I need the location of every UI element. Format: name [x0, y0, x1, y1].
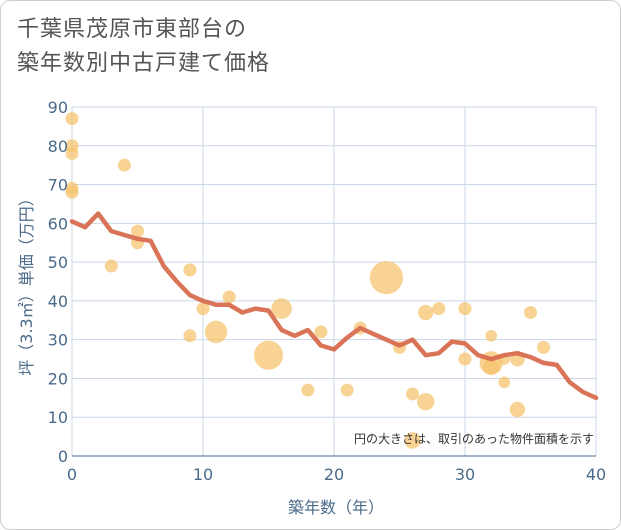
bubble-point — [183, 263, 197, 277]
bubble-point — [301, 383, 315, 397]
chart-title: 千葉県茂原市東部台の 築年数別中古戸建て価格 — [17, 13, 270, 81]
trend-layer — [69, 211, 599, 401]
y-tick-label: 30 — [48, 331, 68, 350]
x-axis-label: 築年数（年） — [288, 498, 384, 517]
bubble-point — [458, 302, 472, 316]
y-tick-label: 40 — [48, 292, 68, 311]
x-tick-labels: 0 10 20 30 40 — [67, 465, 606, 484]
trend-line — [69, 211, 599, 401]
bubble-point — [340, 383, 354, 397]
x-tick-label: 0 — [67, 465, 77, 484]
bubble-point — [131, 224, 144, 238]
x-tick-label: 10 — [193, 465, 213, 484]
bubble-point — [498, 376, 511, 389]
x-tick-label: 30 — [455, 465, 475, 484]
bubble-point — [524, 306, 537, 320]
y-tick-label: 20 — [48, 369, 68, 388]
bubble-point — [117, 158, 131, 172]
y-tick-label: 90 — [48, 98, 68, 117]
y-tick-label: 10 — [48, 408, 68, 427]
y-tick-labels: 0 10 20 30 40 50 60 70 80 90 — [48, 98, 68, 466]
size-note: 円の大きさは、取引のあった物件面積を示す — [354, 431, 594, 446]
y-tick-label: 80 — [48, 137, 68, 156]
bubble-point — [271, 298, 292, 319]
bubble-point — [509, 401, 526, 418]
bubble-point — [416, 392, 435, 411]
bubble-point — [222, 290, 236, 304]
bubble-point — [537, 340, 551, 354]
bubble-point — [204, 320, 228, 344]
bubble-point — [183, 329, 197, 343]
x-tick-label: 40 — [586, 465, 606, 484]
bubble-point — [406, 387, 420, 401]
y-tick-label: 0 — [58, 447, 68, 466]
y-axis-label: 坪（3.3㎡）単価（万円） — [17, 190, 36, 375]
bubble-point — [404, 432, 421, 449]
bubble-point — [65, 147, 79, 161]
y-tick-label: 50 — [48, 253, 68, 272]
bubble-point — [314, 325, 328, 339]
y-tick-label: 60 — [48, 214, 68, 233]
bubble-point — [196, 302, 210, 316]
bubble-point — [458, 352, 472, 366]
chart-title-line-1: 千葉県茂原市東部台の — [17, 17, 248, 42]
bubble-point — [104, 259, 118, 273]
bubble-point — [485, 329, 498, 342]
bubble-point — [65, 185, 79, 199]
y-tick-label: 70 — [48, 176, 68, 195]
chart-title-line-2: 築年数別中古戸建て価格 — [17, 51, 271, 76]
bubble-point — [418, 304, 434, 321]
bubble-point — [253, 340, 284, 370]
bubble-point — [65, 112, 79, 126]
bubble-point — [369, 261, 403, 295]
x-tick-label: 20 — [324, 465, 344, 484]
bubble-point — [432, 302, 446, 316]
bubble-point — [482, 358, 500, 376]
